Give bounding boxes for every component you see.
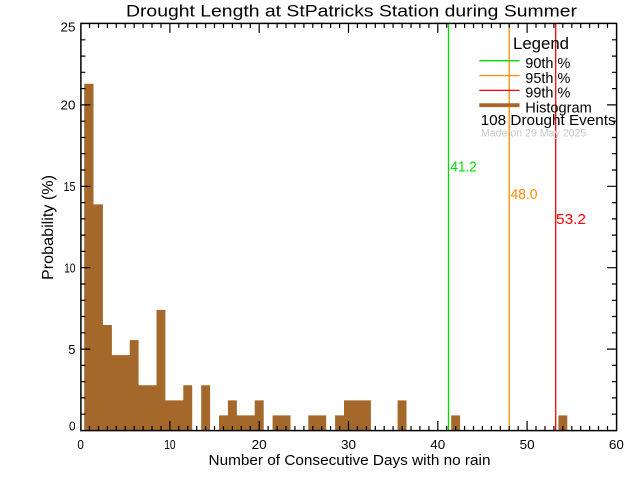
svg-text:10: 10: [164, 437, 175, 452]
svg-text:48.0: 48.0: [511, 186, 538, 203]
svg-text:Probability (%): Probability (%): [40, 175, 57, 280]
svg-text:108 Drought Events: 108 Drought Events: [481, 112, 616, 129]
svg-text:95th %: 95th %: [525, 70, 570, 87]
svg-text:0: 0: [77, 437, 84, 452]
svg-text:60: 60: [609, 437, 624, 452]
svg-text:Legend: Legend: [513, 34, 569, 53]
svg-text:Made on 29 May 2025: Made on 29 May 2025: [481, 128, 586, 140]
svg-text:10: 10: [64, 260, 75, 275]
svg-text:41.2: 41.2: [451, 158, 477, 175]
svg-text:Drought Length at StPatricks S: Drought Length at StPatricks Station dur…: [126, 2, 577, 21]
svg-text:30: 30: [341, 437, 356, 452]
svg-text:Number of Consecutive Days wit: Number of Consecutive Days with no rain: [209, 453, 491, 469]
svg-text:0: 0: [69, 419, 76, 434]
svg-text:5: 5: [68, 342, 75, 357]
svg-text:40: 40: [430, 437, 445, 452]
svg-text:25: 25: [61, 20, 76, 35]
svg-text:20: 20: [61, 98, 76, 113]
svg-text:Histogram: Histogram: [525, 99, 592, 116]
svg-text:99th %: 99th %: [525, 85, 570, 102]
svg-text:20: 20: [252, 437, 267, 452]
svg-text:90th %: 90th %: [525, 55, 570, 72]
svg-text:53.2: 53.2: [556, 211, 586, 228]
svg-text:15: 15: [64, 179, 76, 194]
svg-text:50: 50: [520, 437, 535, 452]
